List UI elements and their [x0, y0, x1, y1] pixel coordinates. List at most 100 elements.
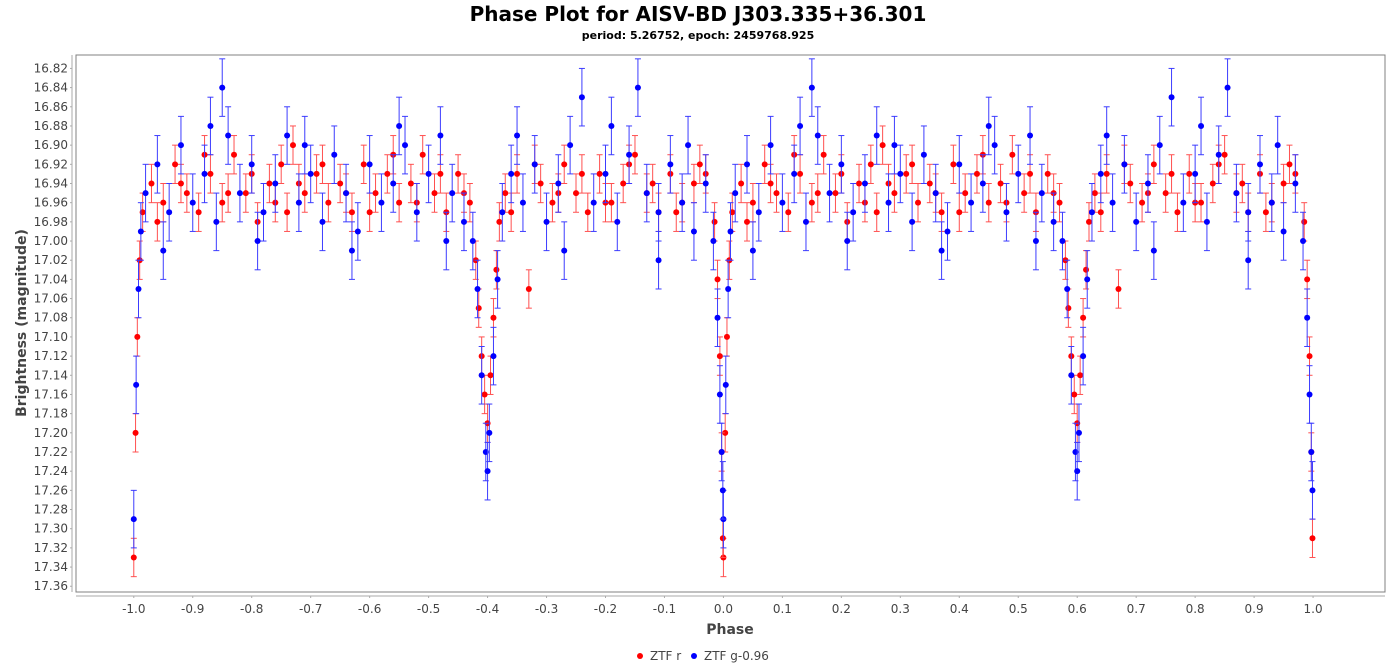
y-tick-label: 16.82	[34, 61, 68, 75]
x-tick-label: -0.1	[653, 602, 676, 616]
data-point	[289, 142, 296, 149]
x-tick-label: 0.5	[1009, 602, 1028, 616]
data-point	[920, 151, 927, 158]
data-point	[348, 209, 355, 216]
data-point	[419, 151, 426, 158]
x-tick-label: 0.9	[1245, 602, 1264, 616]
data-point	[319, 161, 326, 168]
data-point	[219, 199, 226, 206]
data-point	[956, 209, 963, 216]
data-point	[1280, 180, 1287, 187]
legend-label-ztf-g: ZTF g-0.96	[704, 649, 769, 663]
data-point	[437, 132, 444, 139]
data-point	[413, 209, 420, 216]
x-tick-label: -0.3	[535, 602, 558, 616]
data-point	[134, 333, 141, 340]
data-point	[578, 170, 585, 177]
data-point	[879, 142, 886, 149]
data-point	[1268, 199, 1275, 206]
data-point	[549, 199, 556, 206]
y-tick-label: 16.98	[34, 215, 68, 229]
y-tick-label: 17.02	[34, 253, 68, 267]
data-point	[702, 180, 709, 187]
data-point	[802, 218, 809, 225]
y-tick-label: 16.88	[34, 119, 68, 133]
x-tick-label: 1.0	[1304, 602, 1323, 616]
data-point	[1192, 170, 1199, 177]
data-point	[1088, 209, 1095, 216]
plot-area	[75, 54, 1386, 593]
y-tick-label: 17.22	[34, 445, 68, 459]
data-point	[844, 238, 851, 245]
y-tick-label: 17.24	[34, 464, 68, 478]
y-tick-label: 16.96	[34, 196, 68, 210]
data-point	[727, 228, 734, 235]
data-point	[631, 151, 638, 158]
data-point	[514, 170, 521, 177]
data-point	[1168, 170, 1175, 177]
x-tick-label: -0.5	[417, 602, 440, 616]
y-tick-label: 17.36	[34, 579, 68, 593]
data-point	[466, 199, 473, 206]
data-point	[755, 209, 762, 216]
data-point	[1209, 180, 1216, 187]
data-point	[909, 161, 916, 168]
data-point	[1233, 190, 1240, 197]
data-point	[891, 142, 898, 149]
data-point	[1168, 94, 1175, 101]
data-point	[207, 122, 214, 129]
data-point	[1032, 238, 1039, 245]
data-point	[148, 180, 155, 187]
data-point	[696, 161, 703, 168]
data-point	[561, 247, 568, 254]
data-point	[602, 170, 609, 177]
data-point	[832, 190, 839, 197]
y-tick-label: 17.08	[34, 311, 68, 325]
data-point	[838, 161, 845, 168]
data-point	[130, 516, 137, 523]
y-tick-label: 17.30	[34, 522, 68, 536]
data-point	[490, 353, 497, 360]
data-point	[1021, 190, 1028, 197]
x-tick-label: 0.7	[1127, 602, 1146, 616]
data-point	[213, 218, 220, 225]
data-point	[873, 132, 880, 139]
data-point	[1075, 429, 1082, 436]
data-point	[348, 247, 355, 254]
data-point	[1077, 372, 1084, 379]
data-point	[673, 209, 680, 216]
data-point	[1286, 161, 1293, 168]
data-point	[1115, 285, 1122, 292]
data-point	[248, 161, 255, 168]
data-point	[219, 84, 226, 91]
data-point	[950, 161, 957, 168]
y-axis: 16.82 16.84 16.86 16.88 16.90 16.92 16.94 16.96…	[34, 55, 73, 593]
data-point	[499, 209, 506, 216]
y-tick-label: 16.84	[34, 81, 68, 95]
data-point	[1109, 199, 1116, 206]
data-point	[469, 238, 476, 245]
data-point	[867, 161, 874, 168]
data-point	[785, 209, 792, 216]
data-point	[1309, 487, 1316, 494]
data-point	[360, 161, 367, 168]
data-point	[614, 218, 621, 225]
data-point	[493, 266, 500, 273]
series-ztf-g	[130, 58, 1316, 549]
data-point	[997, 180, 1004, 187]
data-point	[142, 190, 149, 197]
data-point	[1150, 161, 1157, 168]
y-tick-label: 17.10	[34, 330, 68, 344]
data-point	[519, 199, 526, 206]
data-point	[1274, 142, 1281, 149]
data-point	[443, 238, 450, 245]
data-point	[814, 132, 821, 139]
y-tick-label: 17.06	[34, 292, 68, 306]
data-point	[714, 314, 721, 321]
data-point	[508, 170, 515, 177]
data-point	[873, 209, 880, 216]
data-point	[201, 170, 208, 177]
x-tick-label: 0.2	[832, 602, 851, 616]
data-point	[1038, 190, 1045, 197]
data-point	[284, 132, 291, 139]
